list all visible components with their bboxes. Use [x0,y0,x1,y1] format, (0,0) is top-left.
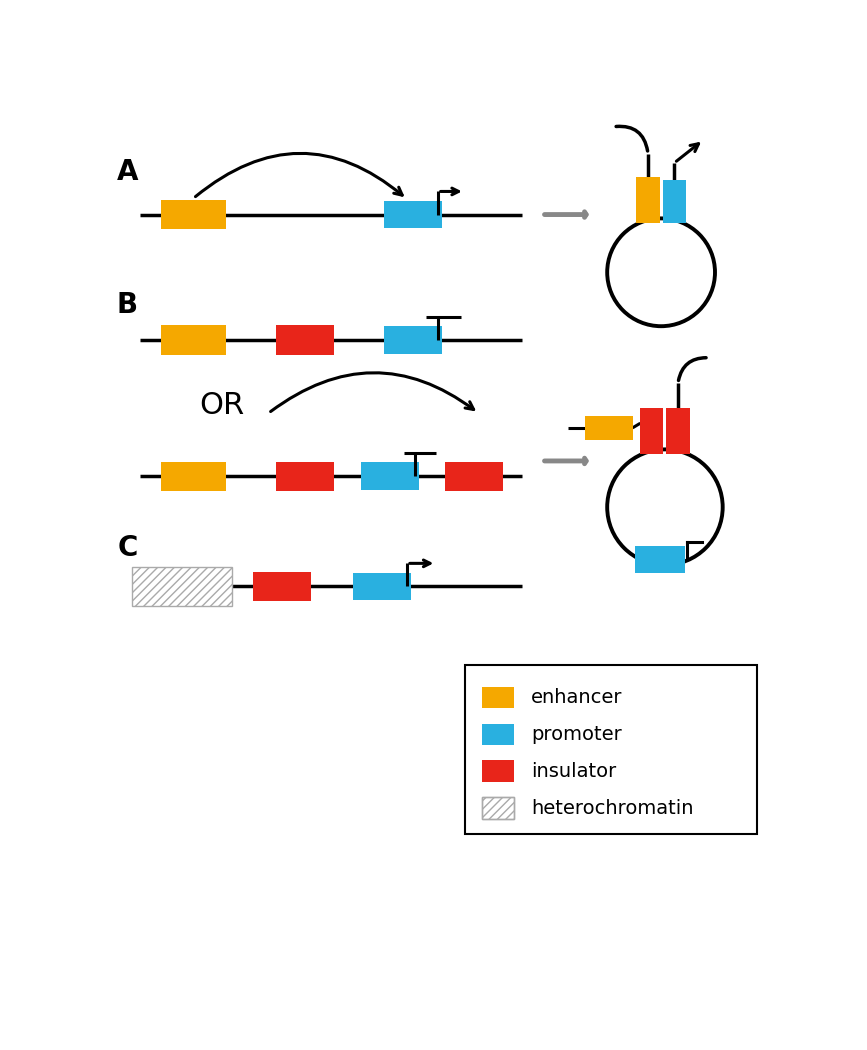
Bar [160,326,226,355]
Bar [482,797,514,819]
Bar [253,572,310,601]
Bar [160,200,226,229]
Bar [361,462,419,490]
Bar [132,567,232,606]
Bar [662,180,686,223]
Text: promoter: promoter [531,724,622,743]
Bar [641,407,663,454]
Bar [160,462,226,491]
Bar [132,567,232,606]
Bar [635,546,685,572]
Bar [353,572,411,601]
Bar [465,665,758,835]
Bar [636,176,660,223]
Bar [482,687,514,708]
Text: OR: OR [199,391,244,420]
Text: heterochromatin: heterochromatin [531,799,694,818]
Text: enhancer: enhancer [531,688,623,707]
Bar [446,462,503,491]
Bar [276,462,334,491]
Text: insulator: insulator [531,761,616,781]
Text: C: C [117,534,138,562]
Bar [384,201,441,229]
Text: A: A [117,159,138,186]
Bar [276,326,334,355]
Bar [585,416,633,440]
Bar [384,327,441,354]
Bar [482,760,514,782]
Bar [482,797,514,819]
Text: B: B [117,292,138,319]
Bar [482,723,514,746]
Bar [667,407,689,454]
